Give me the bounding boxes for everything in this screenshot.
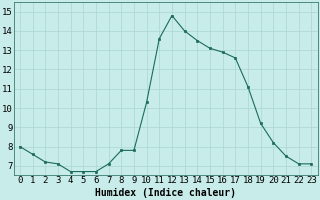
- X-axis label: Humidex (Indice chaleur): Humidex (Indice chaleur): [95, 188, 236, 198]
